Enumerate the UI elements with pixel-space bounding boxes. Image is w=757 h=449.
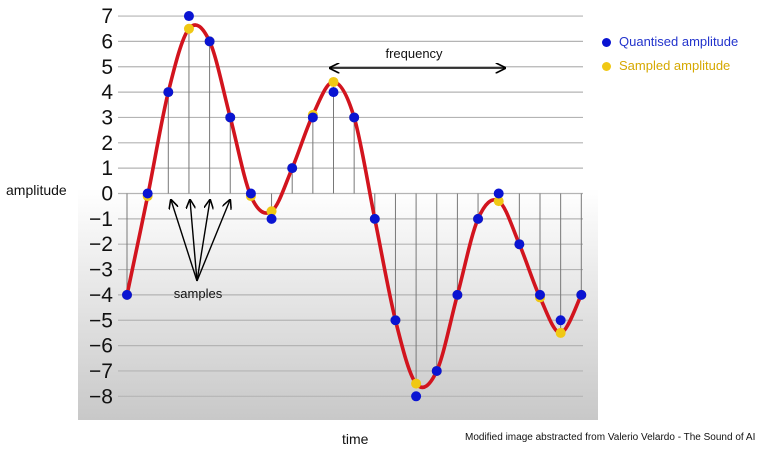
legend-sampled-marker bbox=[602, 62, 611, 72]
grid-lines bbox=[118, 15, 583, 397]
y-tick-label: −6 bbox=[89, 335, 113, 358]
legend-quantised-label: Quantised amplitude bbox=[619, 34, 739, 49]
quantised-point bbox=[328, 87, 339, 98]
quantised-point bbox=[473, 213, 484, 224]
credit-note: Modified image abstracted from Valerio V… bbox=[465, 432, 756, 443]
quantised-point bbox=[576, 289, 587, 300]
quantised-point bbox=[307, 112, 318, 123]
sampled-point bbox=[493, 196, 504, 207]
sampled-point bbox=[266, 206, 277, 217]
sampled-point bbox=[328, 76, 339, 87]
quantised-point bbox=[287, 163, 298, 174]
y-tick-label: 6 bbox=[101, 30, 113, 53]
legend-sampled-label: Sampled amplitude bbox=[619, 58, 731, 73]
sampled-point bbox=[183, 23, 194, 34]
y-tick-label: −4 bbox=[89, 284, 113, 307]
frequency-label: frequency bbox=[385, 46, 443, 61]
quantised-point bbox=[266, 213, 277, 224]
sampled-point bbox=[411, 378, 422, 389]
y-tick-label: −5 bbox=[89, 309, 113, 332]
y-tick-label: −8 bbox=[89, 385, 113, 408]
y-tick-label: −2 bbox=[89, 233, 113, 256]
quantised-point bbox=[535, 289, 545, 300]
quantised-point bbox=[225, 112, 236, 123]
quantised-point bbox=[163, 87, 174, 98]
y-tick-label: 3 bbox=[101, 106, 113, 129]
y-tick-label: −3 bbox=[89, 259, 113, 282]
y-tick-label: −1 bbox=[89, 208, 113, 231]
quantised-point bbox=[390, 315, 401, 326]
y-axis-label: amplitude bbox=[6, 182, 67, 198]
samples-arrows bbox=[171, 200, 230, 282]
y-tick-label: 7 bbox=[101, 5, 113, 28]
quantised-point bbox=[452, 289, 463, 300]
y-tick-label: 2 bbox=[101, 132, 113, 155]
plot-background bbox=[78, 0, 598, 420]
quantised-point bbox=[431, 365, 442, 376]
legend-quantised: Quantised amplitude bbox=[602, 34, 738, 49]
quantised-point bbox=[204, 36, 215, 47]
x-axis-label: time bbox=[342, 431, 369, 447]
quantised-point bbox=[245, 188, 256, 199]
quantised-point bbox=[142, 188, 153, 199]
quantised-point bbox=[369, 213, 380, 224]
samples-label: samples bbox=[174, 286, 223, 301]
quantised-points bbox=[122, 11, 587, 402]
quantised-point bbox=[349, 112, 360, 123]
quantised-point bbox=[183, 11, 194, 22]
quantised-point bbox=[493, 188, 504, 199]
sampled-point bbox=[555, 327, 566, 338]
quantised-point bbox=[411, 391, 422, 402]
quantised-point bbox=[122, 289, 132, 300]
sample-stems bbox=[126, 28, 582, 384]
y-tick-label: 5 bbox=[101, 56, 113, 79]
y-tick-label: 1 bbox=[101, 157, 113, 180]
legend-sampled: Sampled amplitude bbox=[602, 58, 730, 73]
y-tick-label: −7 bbox=[89, 360, 113, 383]
y-tick-label: 4 bbox=[101, 81, 113, 104]
quantised-point bbox=[514, 239, 525, 250]
quantised-point bbox=[555, 315, 566, 326]
y-tick-labels: 76 543 21 0−1−2 −3−4−5 −6−7−8 bbox=[89, 5, 113, 408]
legend-quantised-marker bbox=[602, 38, 611, 48]
y-tick-label: 0 bbox=[101, 183, 113, 206]
